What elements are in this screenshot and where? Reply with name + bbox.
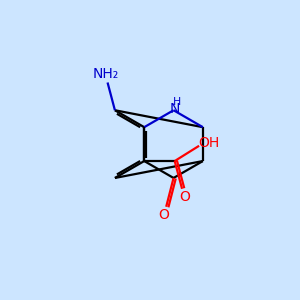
Text: H: H [172, 97, 181, 107]
Text: OH: OH [198, 136, 219, 150]
Text: O: O [179, 190, 190, 204]
Text: N: N [170, 102, 180, 116]
Text: O: O [158, 208, 169, 222]
Text: NH₂: NH₂ [93, 67, 119, 81]
